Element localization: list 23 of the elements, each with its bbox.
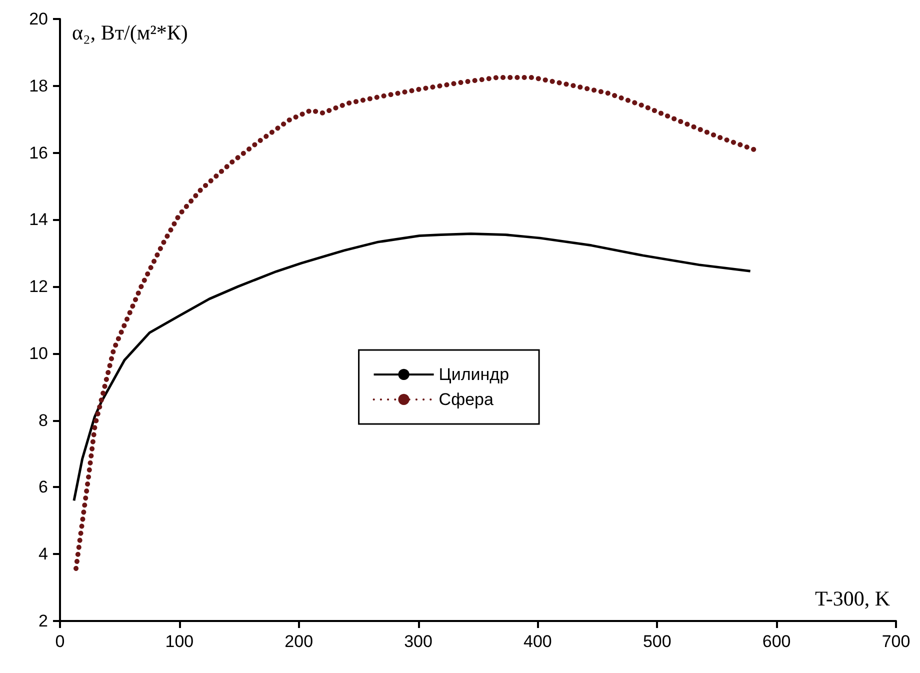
x-tick-label: 200	[284, 632, 314, 651]
legend-label: Сфера	[438, 390, 494, 409]
y-tick-label: 6	[38, 478, 48, 497]
x-tick-label: 100	[165, 632, 194, 651]
y-axis-title: α₂, Вт/(м²*К)	[72, 20, 188, 44]
x-tick-label: 0	[55, 632, 65, 651]
y-tick-label: 16	[29, 143, 48, 162]
y-tick-label: 10	[29, 344, 48, 363]
x-tick-label: 700	[882, 632, 910, 651]
y-tick-label: 2	[38, 612, 48, 630]
y-tick-label: 14	[29, 210, 48, 230]
y-tick-label: 4	[38, 544, 48, 564]
y-tick-label: 18	[29, 76, 48, 96]
x-axis-title: T-300, K	[814, 586, 890, 610]
y-tick-label: 8	[38, 410, 48, 430]
y-tick-label: 20	[29, 10, 48, 28]
x-tick-label: 300	[404, 632, 432, 651]
line-series	[72, 232, 752, 502]
legend-label: Цилиндр	[438, 364, 510, 384]
x-tick-label: 400	[524, 632, 552, 651]
y-tick-label: 12	[29, 277, 48, 296]
x-tick-label: 600	[762, 632, 791, 651]
x-tick-label: 500	[642, 632, 672, 651]
